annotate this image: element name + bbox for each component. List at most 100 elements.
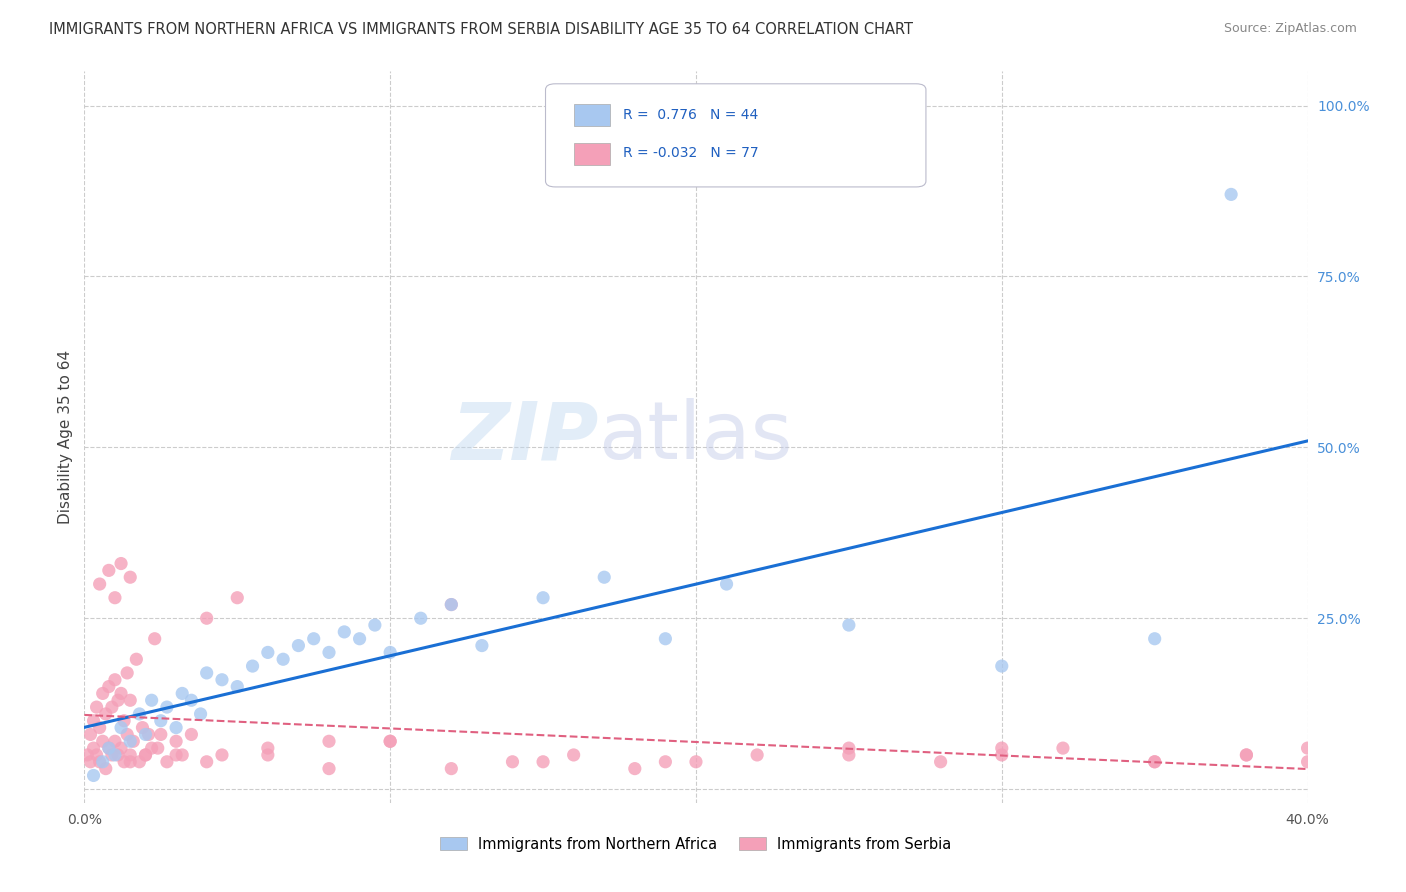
Point [349, 632, 371, 646]
Point [97, 680, 120, 694]
Point [380, 734, 402, 748]
Point [128, 755, 150, 769]
Point [531, 755, 554, 769]
Point [318, 762, 340, 776]
Point [190, 706, 212, 721]
Point [83, 741, 105, 756]
Point [318, 734, 340, 748]
Point [1052, 741, 1074, 756]
Point [716, 577, 738, 591]
Point [409, 611, 432, 625]
Text: Source: ZipAtlas.com: Source: ZipAtlas.com [1223, 22, 1357, 36]
Point [271, 652, 294, 666]
Text: R =  0.776   N = 44: R = 0.776 N = 44 [623, 108, 758, 121]
Point [1296, 755, 1319, 769]
Point [502, 755, 524, 769]
Point [1236, 747, 1258, 762]
Point [91, 734, 114, 748]
Point [180, 727, 202, 741]
Point [115, 727, 138, 741]
Point [112, 714, 135, 728]
Point [440, 598, 463, 612]
Point [97, 741, 120, 756]
Point [143, 632, 166, 646]
Point [156, 755, 179, 769]
Point [110, 686, 132, 700]
Point [110, 741, 132, 756]
Text: ZIP: ZIP [451, 398, 598, 476]
Point [624, 762, 647, 776]
Text: atlas: atlas [598, 398, 793, 476]
Point [135, 727, 157, 741]
Point [165, 721, 187, 735]
Point [156, 700, 179, 714]
Point [471, 639, 494, 653]
Point [302, 632, 325, 646]
Point [120, 693, 142, 707]
Point [146, 741, 169, 756]
Point [97, 563, 120, 577]
Point [138, 727, 160, 741]
Point [104, 747, 127, 762]
Point [654, 632, 676, 646]
Point [257, 645, 280, 659]
Point [318, 645, 340, 659]
Point [120, 570, 142, 584]
Point [86, 700, 108, 714]
Legend: Immigrants from Northern Africa, Immigrants from Serbia: Immigrants from Northern Africa, Immigra… [434, 831, 957, 858]
Point [107, 693, 129, 707]
Point [79, 727, 101, 741]
Point [101, 700, 124, 714]
Point [141, 741, 163, 756]
Point [287, 639, 309, 653]
Point [1143, 755, 1166, 769]
Point [172, 686, 194, 700]
Point [122, 734, 145, 748]
Point [83, 768, 105, 782]
FancyBboxPatch shape [574, 104, 610, 127]
Point [991, 741, 1014, 756]
Point [257, 741, 280, 756]
Point [991, 747, 1014, 762]
Point [89, 755, 111, 769]
Point [440, 762, 463, 776]
Point [1220, 187, 1243, 202]
Point [440, 598, 463, 612]
Point [110, 557, 132, 571]
Point [83, 714, 105, 728]
Point [838, 741, 860, 756]
Point [180, 693, 202, 707]
Point [104, 591, 127, 605]
Point [364, 618, 387, 632]
FancyBboxPatch shape [574, 143, 610, 165]
Point [380, 734, 402, 748]
Point [165, 734, 187, 748]
Point [135, 747, 157, 762]
Point [101, 747, 124, 762]
Point [79, 755, 101, 769]
Point [226, 591, 249, 605]
Point [91, 755, 114, 769]
Point [226, 680, 249, 694]
Point [149, 714, 172, 728]
Point [531, 591, 554, 605]
Point [120, 755, 142, 769]
Point [94, 762, 117, 776]
Point [76, 747, 98, 762]
Point [149, 727, 172, 741]
Point [1296, 741, 1319, 756]
Point [104, 734, 127, 748]
Point [380, 645, 402, 659]
Point [242, 659, 264, 673]
Point [195, 611, 218, 625]
Point [110, 721, 132, 735]
Point [562, 747, 585, 762]
Point [112, 755, 135, 769]
Point [257, 747, 280, 762]
Point [94, 706, 117, 721]
Point [211, 747, 233, 762]
Point [1143, 755, 1166, 769]
Text: IMMIGRANTS FROM NORTHERN AFRICA VS IMMIGRANTS FROM SERBIA DISABILITY AGE 35 TO 6: IMMIGRANTS FROM NORTHERN AFRICA VS IMMIG… [49, 22, 914, 37]
Y-axis label: Disability Age 35 to 64: Disability Age 35 to 64 [58, 350, 73, 524]
Point [104, 673, 127, 687]
